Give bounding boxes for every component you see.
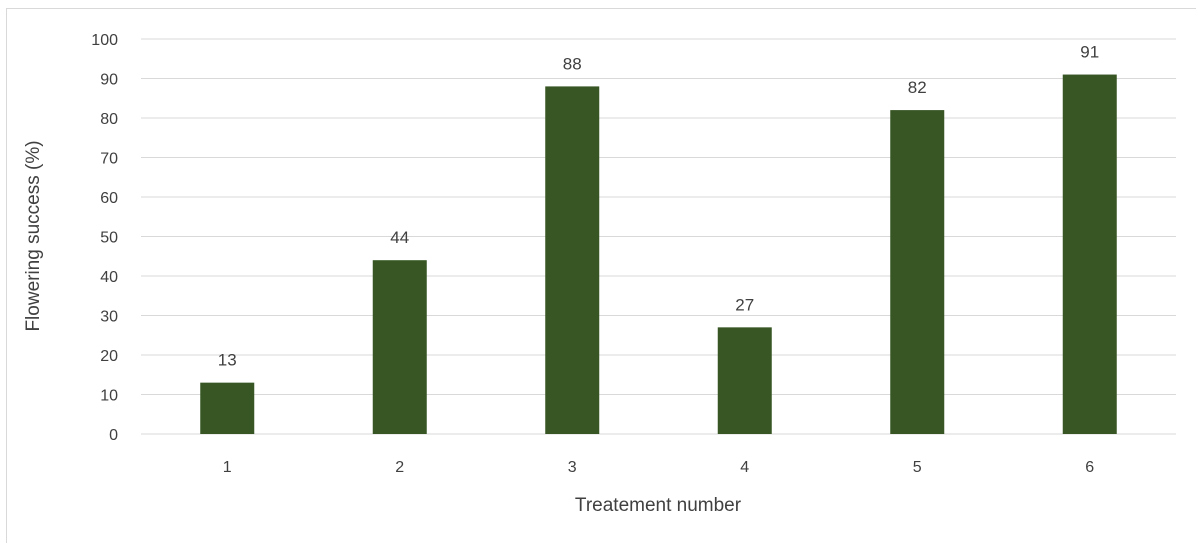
x-tick-label: 1 bbox=[223, 459, 232, 476]
chart-frame bbox=[6, 8, 1196, 543]
y-tick-label: 90 bbox=[100, 72, 118, 89]
y-tick-label: 10 bbox=[100, 388, 118, 405]
y-axis-title: Flowering success (%) bbox=[23, 140, 44, 331]
y-tick-label: 20 bbox=[100, 348, 118, 365]
x-axis-tick-labels: 1 2 3 4 5 6 bbox=[223, 459, 1095, 476]
bars bbox=[200, 74, 1117, 435]
data-labels: 13 44 88 27 82 91 bbox=[218, 43, 1099, 370]
x-tick-label: 4 bbox=[740, 459, 749, 476]
y-tick-label: 70 bbox=[100, 151, 118, 168]
bar bbox=[717, 327, 772, 434]
bar bbox=[890, 110, 945, 434]
y-tick-label: 50 bbox=[100, 230, 118, 247]
x-tick-label: 2 bbox=[395, 459, 404, 476]
x-tick-label: 3 bbox=[568, 459, 577, 476]
x-axis-title: Treatement number bbox=[575, 495, 742, 516]
y-axis-tick-labels: 0 10 20 30 40 50 60 70 80 90 100 bbox=[91, 32, 118, 444]
bar bbox=[1062, 74, 1117, 435]
y-tick-label: 40 bbox=[100, 269, 118, 286]
gridlines bbox=[141, 38, 1176, 435]
y-tick-label: 0 bbox=[109, 427, 118, 444]
x-tick-label: 6 bbox=[1085, 459, 1094, 476]
data-label: 91 bbox=[1080, 43, 1099, 62]
x-tick-label: 5 bbox=[913, 459, 922, 476]
data-label: 88 bbox=[563, 54, 582, 73]
data-label: 82 bbox=[908, 78, 927, 97]
data-label: 44 bbox=[390, 228, 409, 247]
y-tick-label: 60 bbox=[100, 190, 118, 207]
bar bbox=[372, 260, 427, 434]
y-tick-label: 100 bbox=[91, 32, 118, 49]
data-label: 27 bbox=[735, 295, 754, 314]
bar bbox=[545, 86, 600, 435]
data-label: 13 bbox=[218, 351, 237, 370]
y-tick-label: 80 bbox=[100, 111, 118, 128]
bar bbox=[200, 382, 255, 434]
y-tick-label: 30 bbox=[100, 309, 118, 326]
